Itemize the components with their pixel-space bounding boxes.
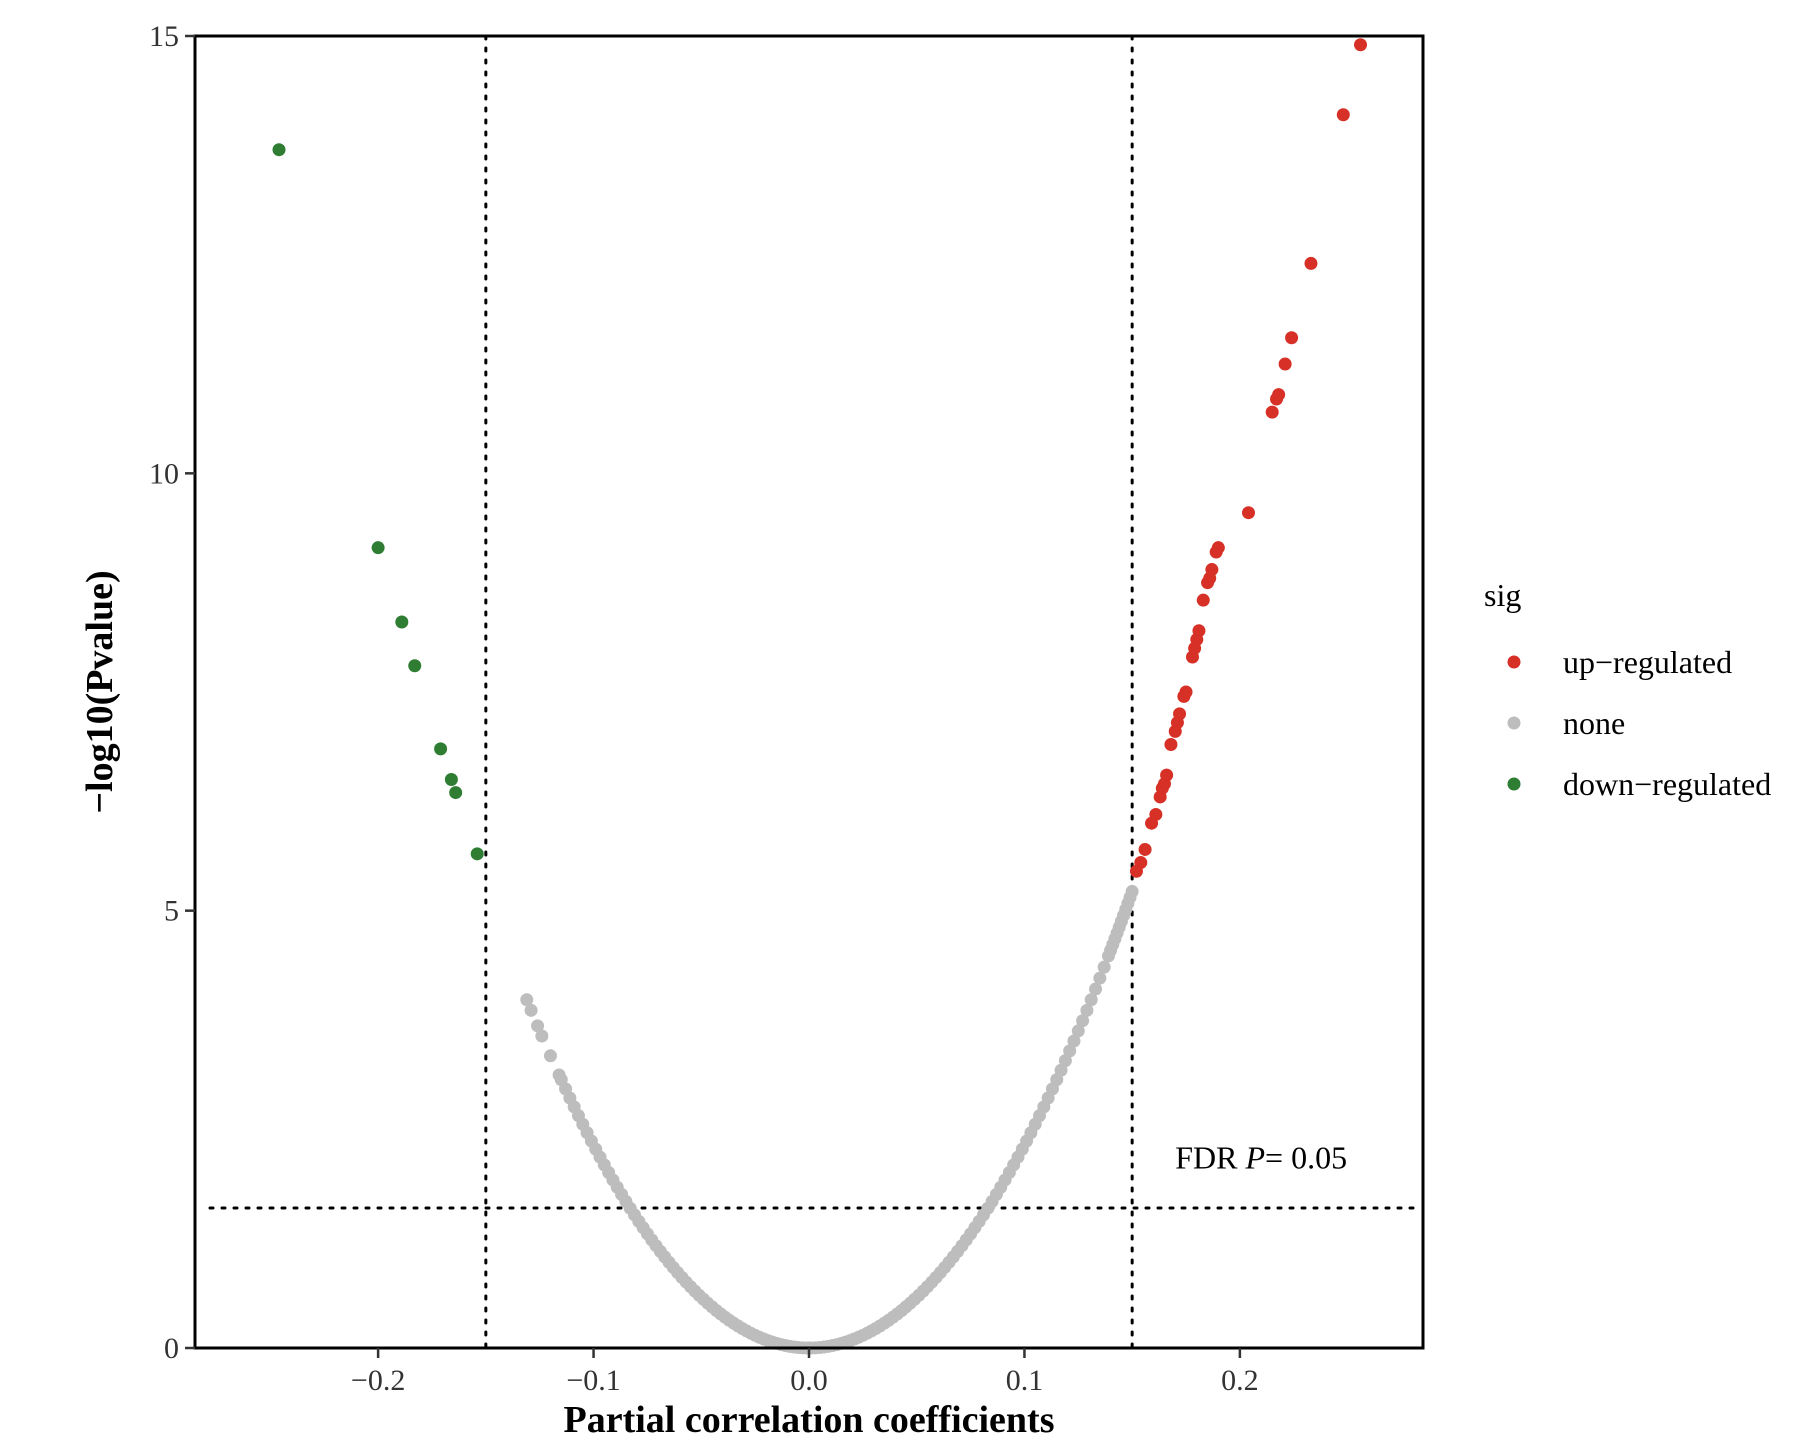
point-up-30: [1285, 331, 1299, 345]
y-tick-label-3: 15: [149, 20, 179, 53]
point-up-29: [1278, 357, 1292, 371]
point-up-33: [1354, 38, 1368, 52]
point-up-9: [1164, 737, 1178, 751]
point-up-28: [1272, 388, 1286, 402]
point-none-126: [1067, 1034, 1081, 1048]
point-down-5: [444, 772, 458, 786]
x-tick-label-3: 0.1: [1006, 1364, 1044, 1397]
threshold-lines: [208, 34, 1420, 1350]
point-down-3: [408, 659, 422, 673]
point-none-1: [524, 1003, 538, 1017]
point-up-32: [1336, 108, 1350, 122]
point-up-25: [1241, 506, 1255, 520]
legend-label-none: none: [1563, 705, 1625, 741]
point-up-1: [1134, 856, 1148, 870]
x-axis-title: Partial correlation coefficients: [564, 1399, 1055, 1437]
point-none-128: [1076, 1014, 1090, 1028]
point-up-18: [1192, 624, 1206, 638]
point-down-4: [434, 742, 448, 756]
point-up-31: [1304, 256, 1318, 270]
legend-key-down: [1507, 777, 1521, 791]
point-none-133: [1097, 960, 1111, 974]
fdr-annotation-italic: P: [1244, 1140, 1265, 1176]
legend-key-none: [1507, 716, 1521, 730]
point-none-0: [520, 993, 534, 1007]
y-tick-label-2: 10: [149, 457, 179, 490]
point-none-131: [1089, 982, 1103, 996]
point-down-1: [371, 541, 385, 555]
legend-entries: up−regulated none down−regulated: [1507, 644, 1771, 802]
point-up-12: [1173, 707, 1187, 721]
legend-label-down: down−regulated: [1563, 766, 1771, 802]
point-down-7: [470, 847, 484, 861]
point-up-19: [1196, 593, 1210, 607]
point-none-129: [1080, 1003, 1094, 1017]
fdr-annotation: FDR P= 0.05: [1175, 1140, 1347, 1176]
point-up-4: [1149, 807, 1163, 821]
legend-title: sig: [1484, 577, 1521, 613]
point-up-26: [1265, 405, 1279, 419]
x-tick-label-1: −0.1: [566, 1364, 620, 1397]
point-none-145: [1125, 884, 1139, 898]
point-up-22: [1205, 563, 1219, 577]
x-tick-label-0: −0.2: [351, 1364, 405, 1397]
point-up-14: [1179, 685, 1193, 699]
legend-key-up: [1507, 655, 1521, 669]
point-none-127: [1071, 1024, 1085, 1038]
fdr-annotation-suffix: = 0.05: [1265, 1140, 1347, 1176]
point-none-132: [1093, 971, 1107, 985]
point-up-8: [1160, 768, 1174, 782]
y-axis-title: −log10(Pvalue): [79, 570, 121, 813]
point-down-6: [449, 786, 463, 800]
point-none-124: [1058, 1054, 1072, 1068]
point-none-130: [1084, 993, 1098, 1007]
legend: sig up−regulated none down−regulated: [1484, 577, 1771, 802]
point-none-125: [1063, 1044, 1077, 1058]
point-down-0: [272, 143, 286, 157]
point-down-2: [395, 615, 409, 629]
fdr-annotation-prefix: FDR: [1175, 1140, 1245, 1176]
x-tick-label-4: 0.2: [1221, 1364, 1259, 1397]
point-up-24: [1211, 541, 1225, 555]
y-tick-label-0: 0: [164, 1332, 179, 1365]
point-up-2: [1138, 842, 1152, 856]
point-none-3: [535, 1029, 549, 1043]
axes: −0.2 −0.1 0.0 0.1 0.2 0 5 10 15: [149, 20, 1259, 1397]
legend-label-up: up−regulated: [1563, 644, 1732, 680]
x-tick-label-2: 0.0: [790, 1364, 828, 1397]
y-tick-label-1: 5: [164, 895, 179, 928]
point-none-4: [543, 1049, 557, 1063]
point-none-2: [531, 1019, 545, 1033]
